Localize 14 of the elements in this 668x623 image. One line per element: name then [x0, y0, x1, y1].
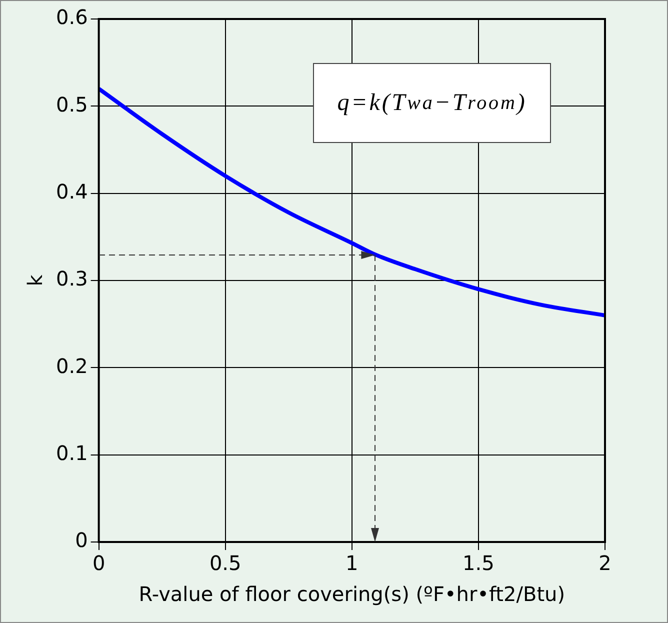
y-tick-label: 0.4 — [56, 180, 88, 204]
y-tick-label: 0.3 — [56, 266, 88, 291]
x-axis-title: R-value of floor covering(s) (ºF•hr•ft2/Btu) — [138, 582, 566, 606]
x-tick-label: 0.5 — [209, 551, 242, 576]
x-tick-label: 1 — [346, 551, 358, 576]
y-axis-title: k — [23, 274, 48, 286]
x-tick-label: 2 — [598, 551, 612, 576]
y-tick-label: 0.1 — [56, 441, 88, 466]
y-tick-label: 0.2 — [56, 354, 88, 378]
x-tick-label: 1.5 — [462, 551, 494, 576]
y-tick-label: 0 — [75, 528, 88, 552]
y-tick-label: 0.6 — [56, 5, 88, 30]
x-tick-label: 0 — [92, 551, 106, 576]
y-tick-label: 0.5 — [56, 92, 88, 116]
